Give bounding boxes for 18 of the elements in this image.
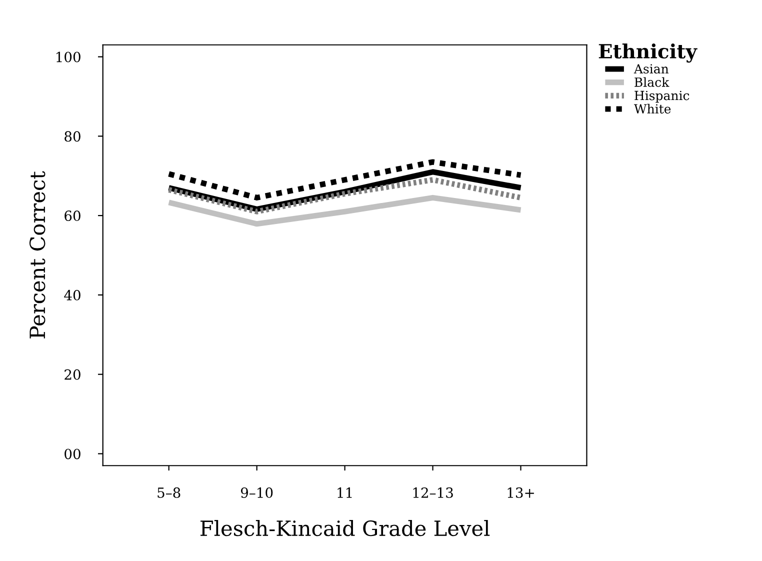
y-tick-label: 80 bbox=[64, 131, 80, 142]
legend-label: Hispanic bbox=[634, 90, 690, 103]
y-axis-title: Percent Correct bbox=[29, 171, 46, 338]
legend-label: Asian bbox=[634, 64, 669, 74]
y-tick-label: 60 bbox=[64, 210, 80, 222]
y-tick-label: 40 bbox=[64, 290, 80, 300]
y-tick-label: 00 bbox=[64, 448, 80, 460]
legend-label: Black bbox=[634, 77, 670, 87]
x-axis-title: Flesch-Kincaid Grade Level bbox=[200, 520, 490, 536]
x-tick-label: 13+ bbox=[508, 487, 534, 498]
x-tick-label: 11 bbox=[338, 487, 352, 498]
legend-label: White bbox=[634, 104, 671, 114]
legend-title: Ethnicity bbox=[598, 44, 698, 63]
x-tick-label: 9–10 bbox=[240, 487, 273, 498]
y-tick-label: 100 bbox=[56, 52, 80, 62]
x-tick-label: 5–8 bbox=[158, 487, 180, 498]
y-tick-label: 20 bbox=[64, 369, 80, 380]
x-tick-label: 12–13 bbox=[413, 487, 453, 498]
